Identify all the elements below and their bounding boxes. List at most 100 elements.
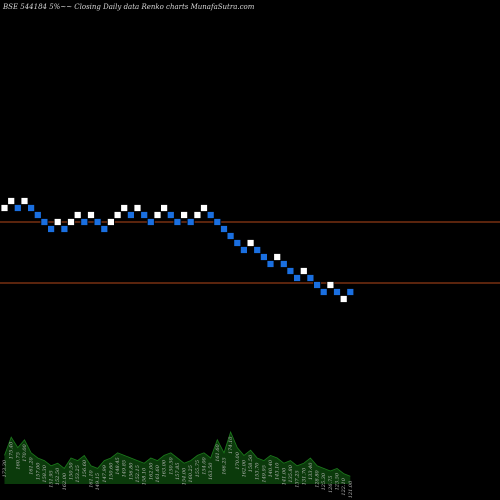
renko-brick <box>127 211 135 219</box>
volume-tick-label: 154.00 <box>182 467 188 485</box>
volume-tick-label: 152.15 <box>135 465 141 483</box>
volume-tick-label: 147.99 <box>102 464 108 482</box>
renko-brick <box>206 211 215 219</box>
volume-tick-label: 131.70 <box>301 467 307 485</box>
renko-brick <box>0 204 9 212</box>
volume-tick-label: 123.50 <box>335 472 341 490</box>
volume-tick-label: 166.25 <box>222 457 228 475</box>
volume-tick-label: 133.40 <box>308 462 314 480</box>
renko-brick <box>326 281 335 289</box>
volume-tick-label: 149.15 <box>95 473 101 491</box>
volume-tick-label: 162.00 <box>62 472 68 490</box>
renko-brick <box>13 204 22 212</box>
volume-tick-label: 161.60 <box>215 443 221 461</box>
renko-brick <box>213 218 222 226</box>
renko-brick <box>40 218 49 226</box>
renko-brick <box>27 204 36 212</box>
volume-tick-label: 151.95 <box>49 470 55 488</box>
volume-tick-label: 160.25 <box>188 465 194 483</box>
renko-brick <box>67 218 75 226</box>
renko-brick <box>160 204 169 212</box>
renko-brick <box>153 211 162 219</box>
renko-brick <box>100 225 109 233</box>
volume-tick-label: 170.00 <box>22 443 28 461</box>
volume-tick-label: 121.00 <box>348 480 354 498</box>
renko-brick <box>140 211 149 219</box>
renko-brick <box>346 288 355 296</box>
renko-brick <box>193 211 202 219</box>
volume-tick-label: 163.50 <box>208 462 214 480</box>
renko-brick <box>239 246 248 254</box>
volume-tick-label: 150.50 <box>69 462 75 480</box>
renko-brick <box>80 218 89 226</box>
volume-tick-label: 135.80 <box>288 464 294 482</box>
renko-brick <box>313 281 322 289</box>
volume-tick-label: 148.45 <box>115 457 121 475</box>
volume-tick-label: 154.00 <box>202 456 208 474</box>
volume-tick-label: 153.25 <box>75 465 81 483</box>
volume-tick-label: 157.85 <box>175 463 181 481</box>
renko-brick <box>146 218 155 226</box>
volume-tick-label: 140.40 <box>268 459 274 477</box>
renko-brick <box>299 267 308 275</box>
renko-brick <box>273 253 282 261</box>
volume-tick-label: 137.25 <box>295 470 301 488</box>
volume-tick-label: 161.10 <box>89 469 95 487</box>
renko-brick <box>293 274 302 282</box>
renko-bricks <box>0 197 355 303</box>
volume-tick-label: 149.95 <box>261 465 267 483</box>
volume-tick-label: 150.50 <box>168 456 174 474</box>
renko-brick <box>306 274 315 282</box>
volume-tick-label: 157.00 <box>35 462 41 480</box>
renko-brick <box>60 225 69 233</box>
volume-tick-label: 153.70 <box>255 462 261 480</box>
volume-tick-label: 156.80 <box>128 462 134 480</box>
volume-tick-label: 161.20 <box>29 456 35 474</box>
renko-brick <box>87 211 95 219</box>
volume-tick-label: 152.50 <box>55 467 61 485</box>
renko-brick <box>166 211 175 219</box>
volume-tick-label: 158.10 <box>142 467 148 485</box>
renko-brick <box>20 197 29 205</box>
renko-brick <box>120 204 129 212</box>
renko-brick <box>73 211 82 219</box>
volume-tick-label: 156.60 <box>82 459 88 477</box>
volume-tick-label: 141.00 <box>281 467 287 485</box>
volume-tick-label: 126.75 <box>328 476 334 494</box>
volume-tick-label: 128.80 <box>315 469 321 487</box>
renko-brick <box>173 218 182 226</box>
volume-tick-label: 174.10 <box>228 436 234 454</box>
renko-brick <box>47 225 55 233</box>
volume-tick-label: 122.10 <box>341 477 347 495</box>
volume-tick-label: 160.75 <box>15 452 21 470</box>
volume-tick-label: 173.30 <box>2 459 8 477</box>
renko-brick <box>200 204 208 212</box>
volume-area <box>4 430 351 484</box>
volume-tick-label: 158.50 <box>248 454 254 472</box>
volume-tick-label: 162.00 <box>148 462 154 480</box>
volume-tick-label: 149.85 <box>122 460 128 478</box>
volume-tick-label: 162.00 <box>241 459 247 477</box>
volume-tick-label: 170.00 <box>235 451 241 469</box>
renko-brick <box>220 225 228 233</box>
renko-brick <box>93 218 102 226</box>
volume-tick-label: 175.40 <box>9 441 15 459</box>
chart-title: BSE 544184 5%~~ Closing Daily data Renko… <box>2 3 255 11</box>
renko-brick <box>259 253 268 261</box>
renko-brick <box>113 211 122 219</box>
volume-tick-label: 158.30 <box>42 464 48 482</box>
renko-brick <box>180 211 189 219</box>
renko-brick <box>319 288 328 296</box>
renko-brick <box>133 204 142 212</box>
volume-tick-label: 163.00 <box>162 459 168 477</box>
renko-brick <box>266 260 275 268</box>
renko-brick <box>339 295 348 303</box>
volume-tick-label: 155.75 <box>195 460 201 478</box>
renko-brick <box>286 267 295 275</box>
renko-brick <box>333 288 341 296</box>
renko-brick <box>226 232 235 240</box>
renko-brick <box>233 239 242 247</box>
